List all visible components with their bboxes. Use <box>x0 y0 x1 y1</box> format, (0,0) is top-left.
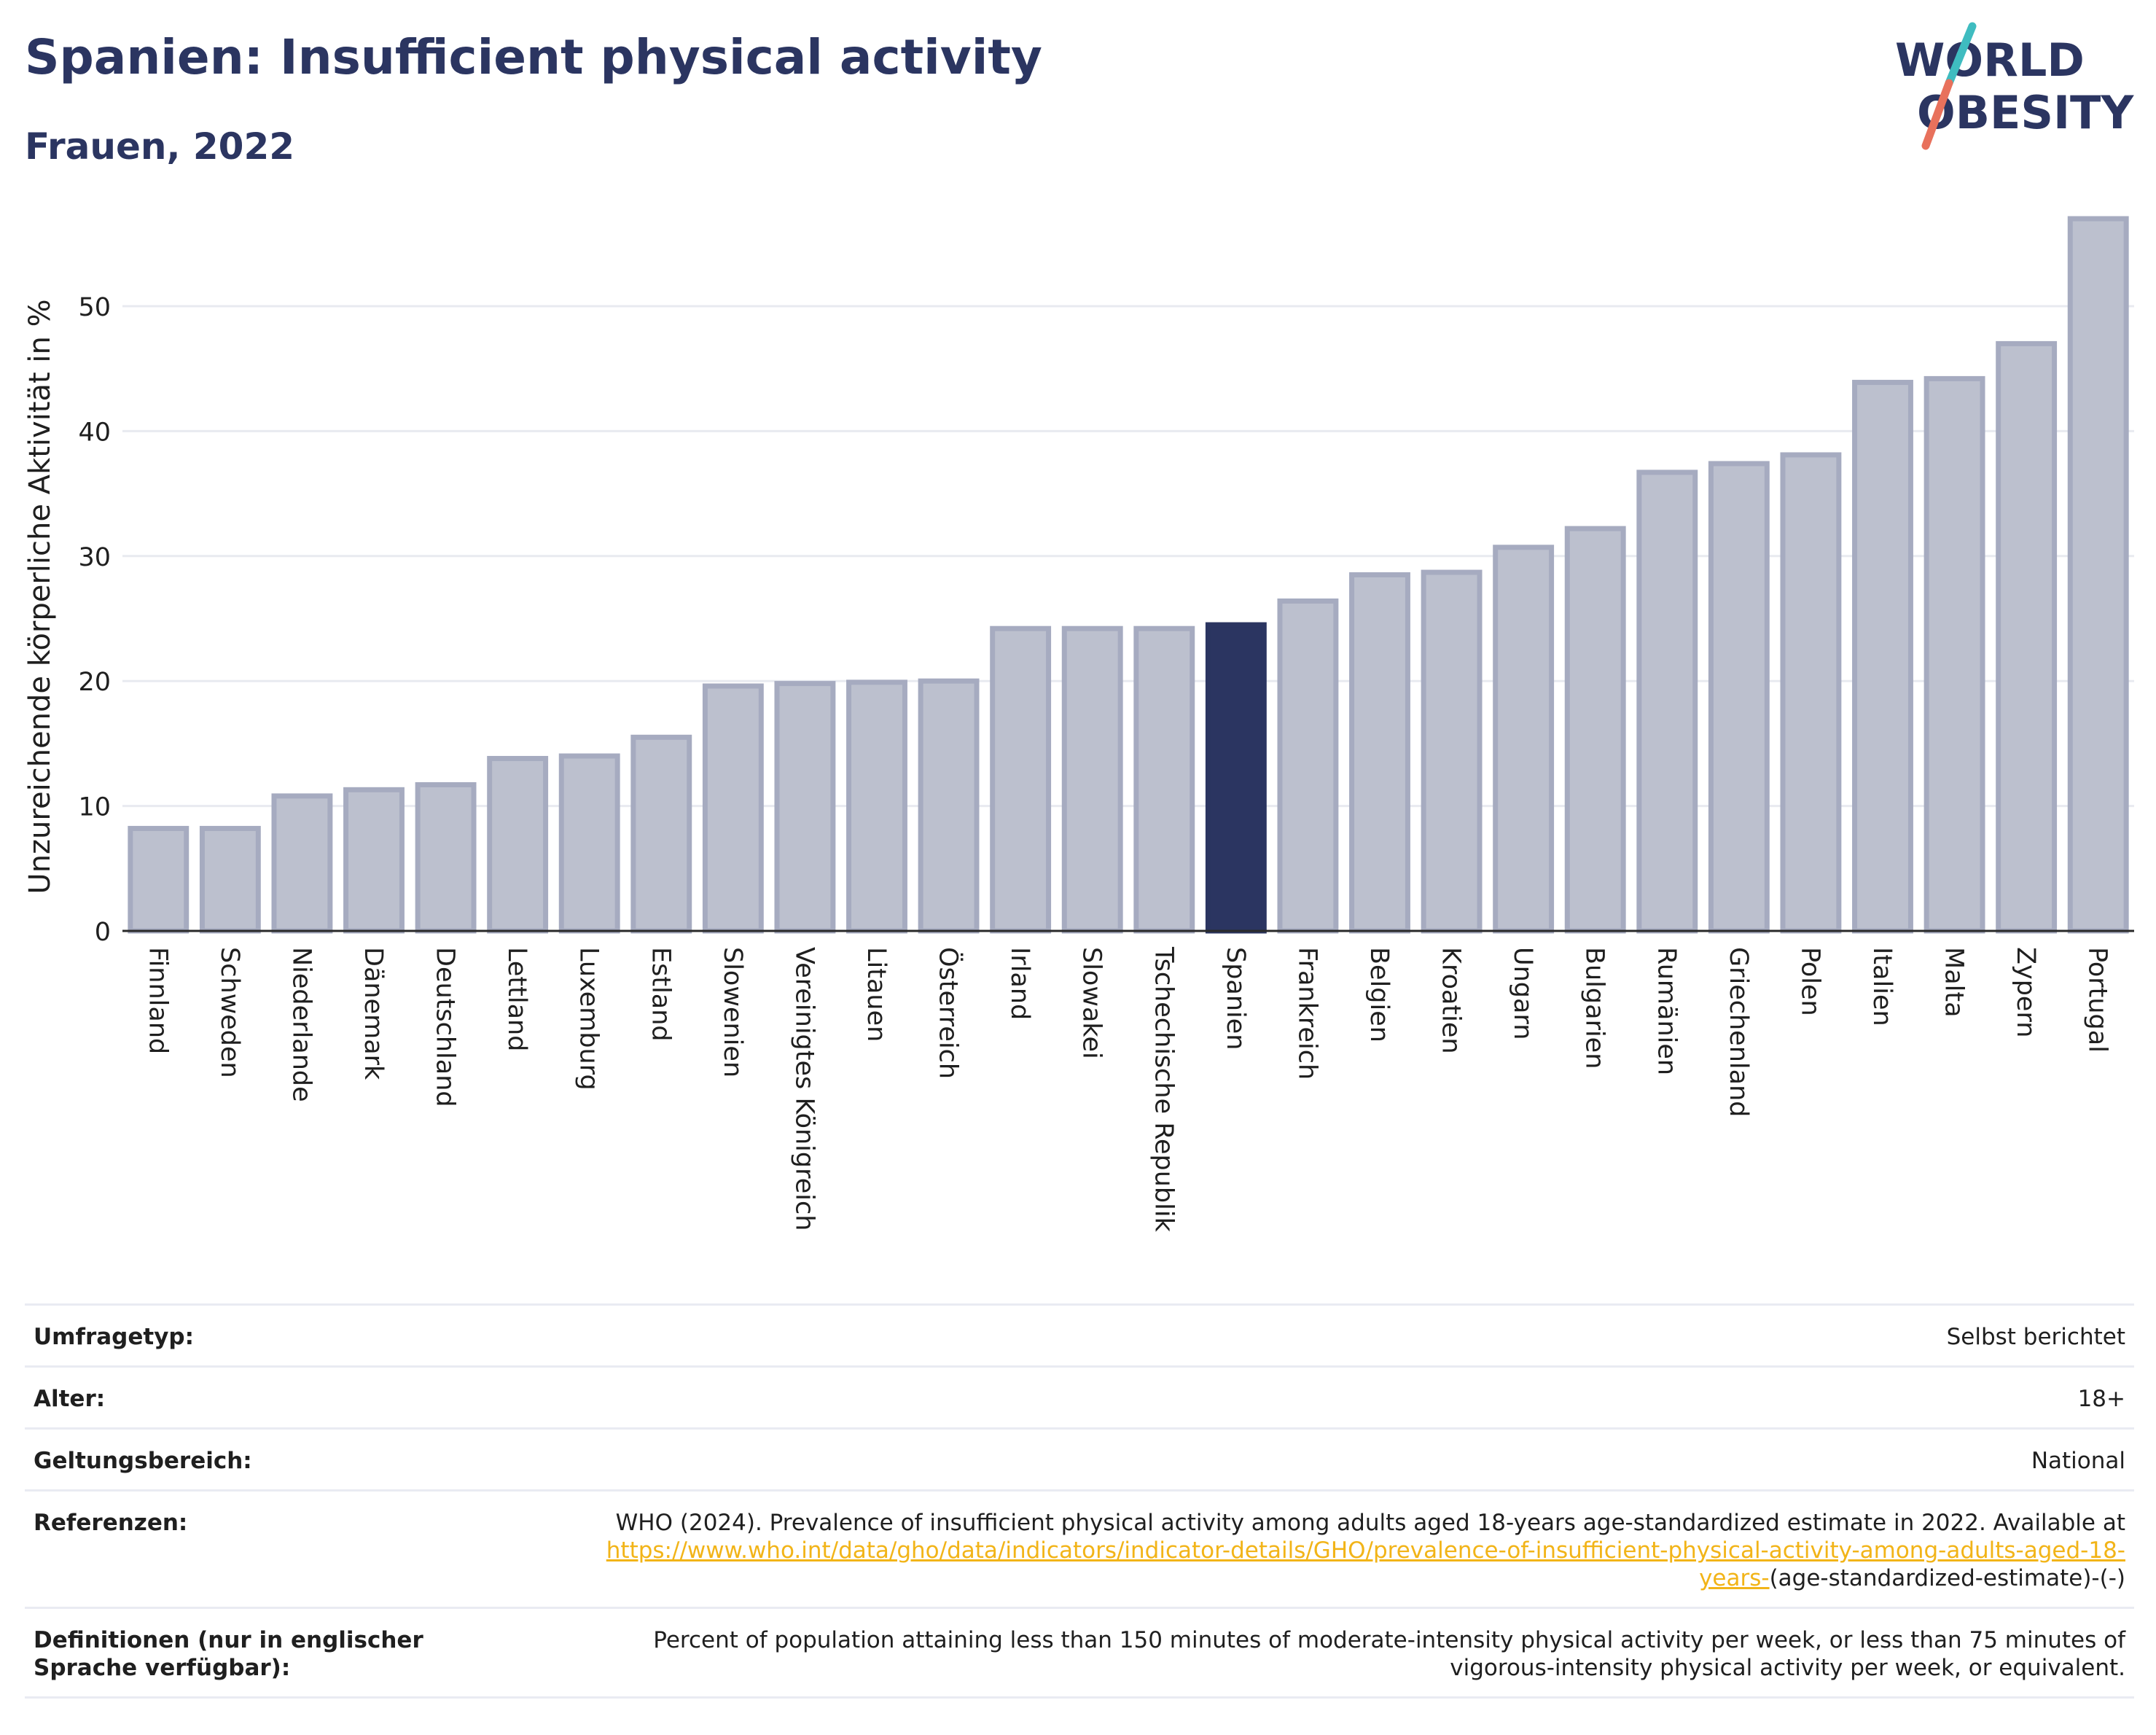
bar-slowenien[interactable] <box>702 683 764 934</box>
age-value: 18+ <box>538 1365 2134 1429</box>
references-suffix: (age-standardized-estimate)-(-) <box>1769 1565 2125 1591</box>
definitions-value: Percent of population attaining less tha… <box>538 1607 2134 1699</box>
info-table: Umfragetyp: Selbst berichtet Alter: 18+ … <box>25 1303 2134 1699</box>
x-tick-label: Frankreich <box>1292 947 1321 1080</box>
bar-italien[interactable] <box>1852 380 1913 934</box>
bar-finnland[interactable] <box>128 825 190 934</box>
bar-irland[interactable] <box>990 625 1052 934</box>
x-tick-label: Luxemburg <box>574 947 604 1091</box>
bar-zypern[interactable] <box>1996 340 2058 934</box>
bars <box>128 216 2129 934</box>
x-tick-label: Griechenland <box>1724 947 1753 1117</box>
scope-label: Geltungsbereich: <box>25 1427 538 1491</box>
bar-luxemburg[interactable] <box>558 753 620 934</box>
bar-österreich[interactable] <box>918 678 980 934</box>
x-tick-label: Österreich <box>934 947 964 1079</box>
y-tick-label: 30 <box>78 543 111 572</box>
x-tick-label: Spanien <box>1221 947 1250 1050</box>
world-obesity-logo: WORLD OBESITY <box>1895 22 2134 150</box>
bar-polen[interactable] <box>1780 452 1842 934</box>
info-row-survey-type: Umfragetyp: Selbst berichtet <box>25 1303 2134 1367</box>
x-tick-label: Finnland <box>143 947 172 1054</box>
y-tick-label: 20 <box>78 668 111 697</box>
y-tick-label: 10 <box>78 793 111 822</box>
bar-niederlande[interactable] <box>271 793 333 934</box>
age-label: Alter: <box>25 1365 538 1429</box>
x-tick-label: Niederlande <box>286 947 316 1102</box>
y-tick-label: 0 <box>95 918 111 947</box>
bar-belgien[interactable] <box>1349 572 1410 934</box>
x-tick-label: Portugal <box>2083 947 2112 1053</box>
svg-text:WORLD: WORLD <box>1895 34 2085 87</box>
x-tick-label: Ungarn <box>1508 947 1537 1040</box>
bar-portugal[interactable] <box>2067 216 2129 934</box>
x-tick-label: Zypern <box>2011 947 2040 1037</box>
chart-subtitle: Frauen, 2022 <box>25 125 295 168</box>
info-row-definitions: Definitionen (nur in englischer Sprache … <box>25 1607 2134 1699</box>
x-tick-label: Deutschland <box>431 947 460 1107</box>
x-tick-label: Estland <box>646 947 675 1042</box>
x-tick-label: Dänemark <box>359 947 388 1080</box>
x-tick-label: Tschechische Republik <box>1149 946 1178 1233</box>
chart-title: Spanien: Insufficient physical activity <box>25 29 1042 85</box>
references-label: Referenzen: <box>25 1489 538 1608</box>
x-tick-label: Slowakei <box>1077 947 1106 1059</box>
bar-rumänien[interactable] <box>1636 469 1698 934</box>
bar-malta[interactable] <box>1923 375 1985 934</box>
bar-lettland[interactable] <box>487 755 549 934</box>
references-text: WHO (2024). Prevalence of insufficient p… <box>615 1510 2125 1536</box>
bar-spanien[interactable] <box>1205 622 1267 934</box>
bar-tschechische-republik[interactable] <box>1133 625 1195 934</box>
bar-estland[interactable] <box>630 734 692 934</box>
y-tick-label: 40 <box>78 418 111 447</box>
bar-vereinigtes-königreich[interactable] <box>774 681 836 934</box>
bar-chart: 0 10 20 30 40 50 Finnland Schweden Niederlande D… <box>23 216 2134 1233</box>
y-tick-label: 50 <box>78 293 111 322</box>
bar-deutschland[interactable] <box>415 781 477 934</box>
y-axis-ticks: 0 10 20 30 40 50 <box>78 293 111 947</box>
svg-text:OBESITY: OBESITY <box>1917 86 2134 139</box>
bar-schweden[interactable] <box>199 825 261 934</box>
scope-value: National <box>538 1427 2134 1491</box>
x-tick-label: Vereinigtes Königreich <box>789 947 819 1231</box>
bar-litauen[interactable] <box>846 679 907 934</box>
x-tick-label: Bulgarien <box>1580 947 1609 1069</box>
x-tick-label: Kroatien <box>1437 947 1466 1054</box>
info-row-age: Alter: 18+ <box>25 1365 2134 1429</box>
bar-kroatien[interactable] <box>1421 569 1483 934</box>
bar-dänemark[interactable] <box>343 787 405 934</box>
x-tick-label: Slowenien <box>718 947 747 1077</box>
x-tick-label: Rumänien <box>1652 947 1681 1075</box>
x-tick-label: Schweden <box>215 947 244 1078</box>
x-tick-label: Polen <box>1795 947 1824 1016</box>
x-tick-label: Litauen <box>862 947 891 1042</box>
x-tick-label: Belgien <box>1364 947 1394 1042</box>
x-axis-labels: Finnland Schweden Niederlande Dänemark Deuts… <box>143 946 2112 1233</box>
bar-bulgarien[interactable] <box>1564 526 1626 934</box>
references-value: WHO (2024). Prevalence of insufficient p… <box>538 1489 2134 1608</box>
info-row-scope: Geltungsbereich: National <box>25 1427 2134 1491</box>
bar-slowakei[interactable] <box>1061 625 1123 934</box>
survey-type-value: Selbst berichtet <box>538 1303 2134 1367</box>
survey-type-label: Umfragetyp: <box>25 1303 538 1367</box>
y-axis-label: Unzureichende körperliche Aktivität in % <box>23 299 57 894</box>
bar-griechenland[interactable] <box>1708 461 1770 934</box>
info-row-references: Referenzen: WHO (2024). Prevalence of in… <box>25 1489 2134 1608</box>
bar-frankreich[interactable] <box>1277 598 1339 934</box>
references-link[interactable]: https://www.who.int/data/gho/data/indica… <box>606 1537 2125 1591</box>
x-tick-label: Lettland <box>502 947 531 1051</box>
definitions-label: Definitionen (nur in englischer Sprache … <box>25 1607 538 1699</box>
bar-ungarn[interactable] <box>1493 545 1555 934</box>
x-tick-label: Malta <box>1940 947 1969 1018</box>
x-tick-label: Italien <box>1867 947 1897 1026</box>
x-tick-label: Irland <box>1005 947 1034 1020</box>
